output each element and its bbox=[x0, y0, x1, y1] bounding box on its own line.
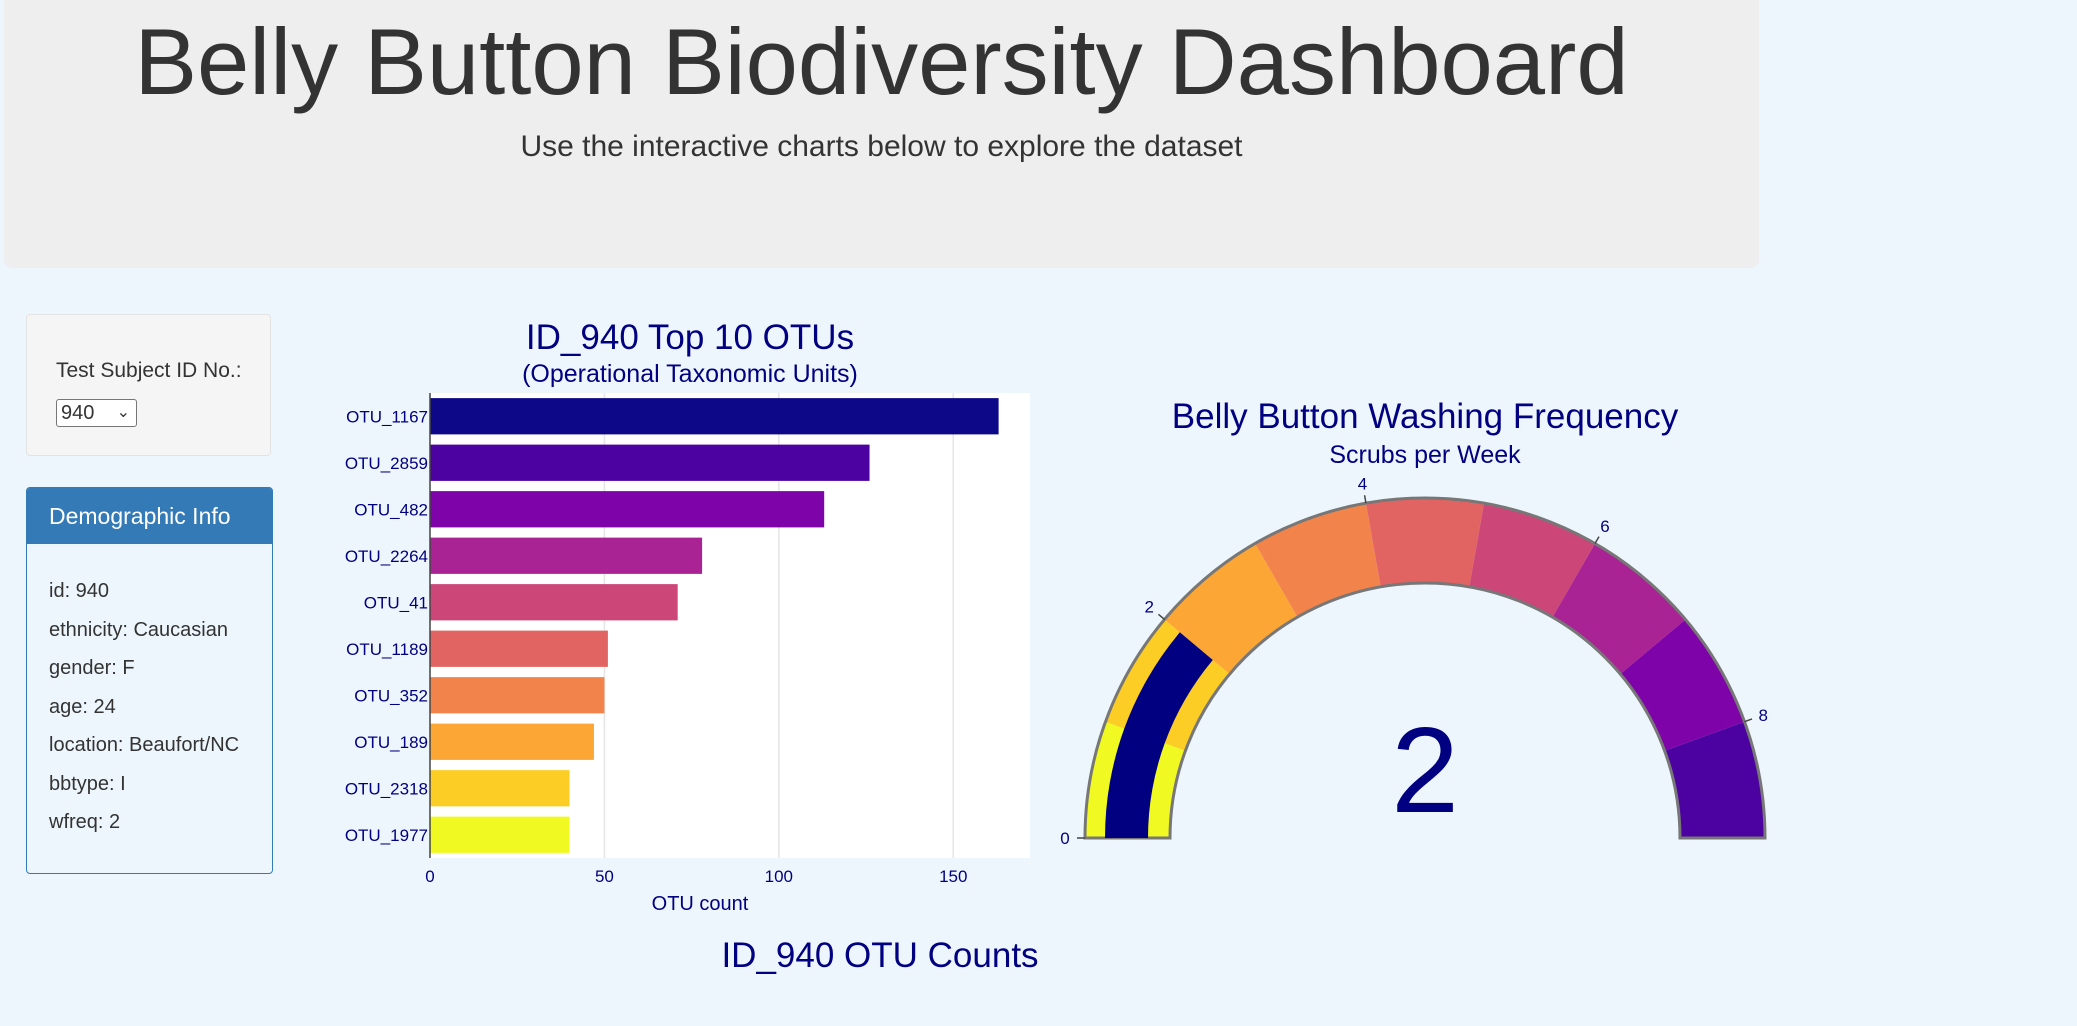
gauge-tick-label: 0 bbox=[1060, 829, 1069, 848]
bar-chart-title: ID_940 Top 10 OTUs bbox=[525, 318, 855, 357]
bar[interactable] bbox=[430, 677, 605, 714]
demographic-panel: Demographic Info id: 940 ethnicity: Cauca… bbox=[26, 487, 273, 874]
otu-bar-chart[interactable]: 0 50 100 150 OTU_1167 OTU_2859 OTU_482 OTU_2264… bbox=[320, 385, 1040, 925]
header-jumbotron: Belly Button Biodiversity Dashboard Use … bbox=[4, 0, 1759, 268]
subject-selector-well: Test Subject ID No.: 940 ⌄ bbox=[26, 314, 271, 456]
gauge-outline bbox=[1083, 496, 1767, 840]
gauge-step bbox=[1552, 543, 1686, 675]
subject-id-select[interactable]: 940 ⌄ bbox=[56, 399, 137, 427]
gauge-tick-label: 8 bbox=[1759, 706, 1768, 725]
bar-chart-subtitle: (Operational Taxonomic Units) bbox=[522, 360, 858, 388]
demographic-item: age: 24 bbox=[49, 695, 116, 718]
demographic-item: wfreq: 2 bbox=[49, 811, 121, 833]
bar[interactable] bbox=[430, 723, 594, 760]
bubble-chart-title: ID_940 OTU Counts bbox=[721, 936, 1039, 975]
page-subtitle: Use the interactive charts below to expl… bbox=[520, 130, 1243, 163]
y-tick-label: OTU_189 bbox=[354, 733, 428, 752]
x-tick-label: 150 bbox=[939, 867, 967, 886]
y-tick-label: OTU_1167 bbox=[346, 407, 428, 426]
bar[interactable] bbox=[430, 537, 703, 574]
gauge-tick bbox=[1363, 495, 1367, 504]
demographic-item: id: 940 bbox=[49, 580, 110, 602]
x-tick-label: 100 bbox=[765, 867, 793, 886]
bar[interactable] bbox=[430, 816, 570, 853]
subject-selector-label: Test Subject ID No.: bbox=[56, 359, 242, 382]
gauge-step bbox=[1365, 498, 1485, 587]
demographic-panel-heading: Demographic Info bbox=[27, 488, 272, 544]
y-tick-label: OTU_1977 bbox=[345, 826, 428, 845]
page-title: Belly Button Biodiversity Dashboard bbox=[134, 9, 1629, 114]
x-tick-label: 0 bbox=[425, 867, 434, 886]
demographic-item: bbtype: I bbox=[49, 772, 126, 795]
x-tick-label: 50 bbox=[595, 867, 614, 886]
gauge-value-bar bbox=[1105, 632, 1213, 838]
bar[interactable] bbox=[430, 584, 678, 621]
bar[interactable] bbox=[430, 444, 870, 481]
y-tick-label: OTU_482 bbox=[354, 500, 428, 519]
gauge-value: 2 bbox=[1391, 702, 1459, 838]
chevron-down-icon: ⌄ bbox=[116, 404, 130, 421]
gauge-title: Belly Button Washing Frequency bbox=[1171, 397, 1679, 436]
demographic-info-list: id: 940 ethnicity: Caucasian gender: F age:… bbox=[49, 581, 239, 851]
y-tick-label: OTU_2318 bbox=[345, 779, 428, 798]
y-tick-label: OTU_352 bbox=[354, 686, 428, 705]
gauge-step bbox=[1255, 503, 1381, 618]
y-tick-label: OTU_1189 bbox=[346, 640, 428, 659]
gauge-tick-label: 4 bbox=[1358, 474, 1367, 493]
gauge-tick bbox=[1594, 536, 1600, 544]
bar[interactable] bbox=[430, 491, 825, 528]
y-tick-label: OTU_2859 bbox=[345, 454, 428, 473]
subject-id-selected-value: 940 bbox=[61, 402, 95, 424]
gauge-tick bbox=[1744, 718, 1753, 723]
bar[interactable] bbox=[430, 770, 570, 807]
y-tick-label: OTU_41 bbox=[364, 593, 428, 612]
washing-frequency-gauge[interactable]: 0 2 4 6 8 bbox=[1060, 470, 1800, 870]
x-axis-label: OTU count bbox=[652, 893, 749, 915]
gauge-subtitle: Scrubs per Week bbox=[1329, 441, 1521, 469]
y-tick-label: OTU_2264 bbox=[345, 547, 428, 566]
bar[interactable] bbox=[430, 630, 608, 667]
demographic-item: ethnicity: Caucasian bbox=[49, 618, 228, 641]
bar[interactable] bbox=[430, 398, 999, 435]
gauge-step bbox=[1664, 721, 1765, 838]
demographic-item: gender: F bbox=[49, 657, 135, 679]
gauge-step bbox=[1164, 543, 1298, 675]
gauge-tick-label: 2 bbox=[1144, 598, 1153, 617]
demographic-item: location: Beaufort/NC bbox=[49, 734, 240, 756]
gauge-tick-label: 6 bbox=[1600, 517, 1609, 536]
gauge-step bbox=[1469, 503, 1595, 618]
gauge-tick bbox=[1157, 613, 1166, 621]
